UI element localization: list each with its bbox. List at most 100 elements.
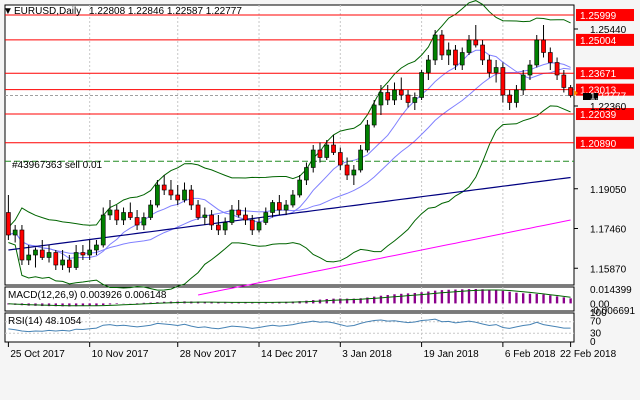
candle-body: [67, 259, 72, 268]
candle-body: [466, 39, 472, 53]
long-moving-average: [197, 219, 571, 296]
time-axis-label: 22 Feb 2018: [560, 349, 617, 360]
candle-body: [256, 222, 262, 231]
grid-lines: [5, 5, 574, 342]
price-axis-label: 1.25440: [590, 25, 627, 36]
time-axis-label: 28 Nov 2017: [180, 349, 237, 360]
horizontal-levels[interactable]: 1.25999 1.25004 1.23671 1.23013 1.22039 1.208…: [5, 9, 634, 162]
candle-body: [87, 249, 93, 256]
macd-signal-line: [8, 289, 571, 307]
time-axis-label: 19 Jan 2018: [424, 349, 479, 360]
macd-axis-label: -0.006691: [590, 306, 635, 317]
order-line-label[interactable]: #43967363 sell 0.01: [12, 160, 103, 171]
candle-body: [60, 259, 65, 266]
rsi-axis-label: 0: [590, 337, 596, 348]
candle-body: [507, 94, 512, 103]
candle-body: [134, 217, 140, 226]
candle-body: [344, 164, 350, 176]
candle-body: [100, 214, 106, 246]
candle-body: [398, 89, 404, 96]
candle-body: [446, 49, 452, 56]
candle-body: [493, 67, 499, 73]
candle-body: [317, 149, 323, 158]
price-level-value: 1.22039: [580, 110, 617, 121]
price-level-value: 1.20890: [580, 139, 617, 150]
candle-body: [236, 209, 242, 216]
price-axis: 1.25440 1.22360 1.19050 1.17460 1.15870 0.014…: [574, 25, 635, 348]
candle-body: [439, 34, 445, 56]
candle-body: [175, 194, 181, 201]
candle-body: [46, 252, 52, 258]
candle-body: [297, 179, 302, 196]
candle-body: [405, 94, 411, 103]
price-axis-label: 1.17460: [590, 225, 627, 236]
price-axis-label: 1.19050: [590, 185, 627, 196]
rsi-title: RSI(14) 48.1054: [8, 316, 82, 327]
price-axis-label: 1.15870: [590, 264, 627, 275]
candle-body: [534, 39, 540, 66]
candle-body: [168, 189, 174, 196]
candle-body: [107, 209, 113, 216]
candle-body: [229, 209, 235, 223]
candle-body: [249, 219, 255, 231]
candle-body: [541, 39, 546, 53]
time-axis: 25 Oct 2017 10 Nov 2017 28 Nov 2017 14 Dec …: [7, 342, 617, 360]
candle-body: [148, 204, 153, 218]
candle-body: [80, 252, 86, 256]
bollinger-middle-band: [8, 62, 571, 254]
candle-body: [426, 59, 431, 73]
chart-collapse-arrow-icon[interactable]: ▼: [3, 6, 13, 17]
candle-body: [568, 87, 573, 96]
candlesticks: [6, 25, 573, 273]
candle-body: [520, 74, 526, 91]
price-level-tag: [576, 136, 634, 149]
macd-panel[interactable]: [4, 286, 575, 312]
candle-body: [527, 64, 533, 76]
symbol-timeframe-label: EURUSD,Daily: [14, 6, 81, 17]
candle-body: [121, 212, 126, 221]
candle-body: [514, 89, 519, 103]
rsi-axis-label: 100: [590, 308, 607, 319]
candle-body: [500, 67, 506, 96]
time-axis-label: 25 Oct 2017: [10, 349, 65, 360]
candle-body: [371, 104, 377, 126]
candle-body: [155, 184, 160, 206]
rsi-line: [8, 318, 571, 333]
rsi-panel[interactable]: [4, 312, 575, 343]
candle-body: [141, 217, 147, 226]
candle-body: [263, 212, 269, 223]
candle-body: [310, 149, 316, 168]
candle-body: [188, 189, 194, 206]
candle-body: [26, 254, 32, 261]
candle-body: [337, 152, 343, 166]
macd-axis-label: 0.00: [590, 299, 610, 310]
macd-axis-label: 0.014399: [590, 285, 632, 296]
price-level-tag: [576, 67, 634, 80]
candle-body: [39, 249, 45, 258]
candle-body: [195, 204, 201, 218]
price-level-value: 1.25004: [580, 36, 617, 47]
candle-body: [459, 52, 465, 66]
macd-series: [7, 289, 572, 307]
price-axis-label: 1.22360: [590, 102, 627, 113]
candle-body: [182, 189, 187, 201]
candle-body: [33, 249, 38, 256]
candle-body: [453, 49, 458, 66]
candle-body: [73, 252, 79, 268]
candle-body: [486, 59, 492, 73]
rsi-axis-label: 30: [590, 328, 602, 339]
price-level-tag: [576, 33, 634, 46]
candle-body: [209, 214, 214, 226]
candle-body: [331, 144, 336, 153]
macd-title: MACD(12,26,9) 0.003926 0.006148: [8, 290, 167, 301]
price-level-value: 1.23013: [580, 86, 617, 97]
candle-body: [53, 252, 59, 266]
candle-body: [222, 222, 228, 231]
time-axis-label: 6 Feb 2018: [505, 349, 556, 360]
rsi-axis-label: 70: [590, 317, 602, 328]
candle-body: [547, 52, 553, 63]
candle-body: [304, 167, 309, 181]
candle-body: [114, 209, 120, 221]
candle-body: [358, 149, 363, 171]
